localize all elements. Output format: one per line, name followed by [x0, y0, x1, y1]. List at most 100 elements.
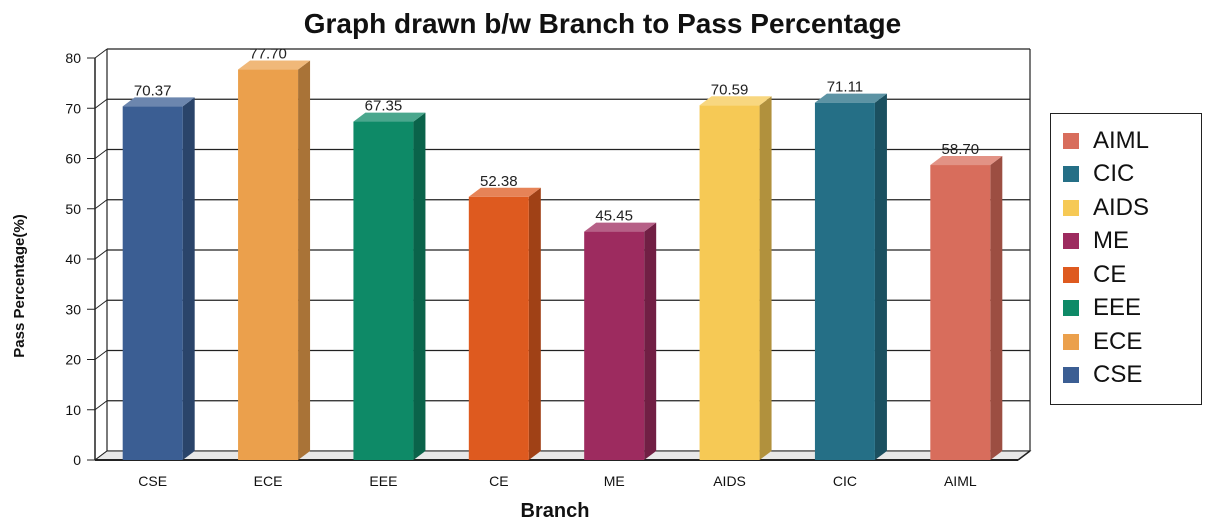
y-tick-label: 40: [65, 251, 81, 267]
legend-label: EEE: [1093, 294, 1142, 322]
bar-side: [759, 96, 772, 460]
bar-side: [874, 93, 887, 461]
bar-cse: [122, 97, 195, 460]
x-tick-label: ME: [604, 473, 625, 489]
bar-side: [413, 112, 426, 460]
bar-top: [122, 97, 195, 107]
legend-label: CE: [1093, 260, 1127, 288]
bar-top: [468, 187, 541, 197]
gridline-side: [94, 350, 108, 360]
data-label: 58.70: [942, 141, 980, 158]
y-tick-label: 50: [65, 201, 81, 217]
bar-eee: [353, 112, 426, 460]
legend-swatch: [1063, 266, 1079, 283]
y-tick-label: 20: [65, 352, 81, 368]
bar-side: [644, 222, 657, 460]
legend-item: ECE: [1051, 325, 1201, 359]
legend-label: CIC: [1093, 160, 1135, 188]
bar-top: [814, 93, 887, 103]
bar: [468, 196, 529, 460]
bar-layer: [122, 60, 1003, 461]
y-tick-label: 30: [65, 301, 81, 317]
bar-aids: [699, 96, 772, 460]
grid-layer: [94, 48, 1030, 461]
bar-top: [699, 96, 772, 106]
gridline-side: [94, 149, 108, 159]
x-axis-end: [1017, 450, 1031, 461]
bar-me: [584, 222, 657, 460]
legend-swatch: [1063, 233, 1079, 250]
bar: [353, 121, 414, 460]
legend-item: AIDS: [1051, 191, 1201, 225]
bar-cic: [814, 93, 887, 461]
gridline-side: [94, 199, 108, 210]
legend-label: CSE: [1093, 361, 1143, 389]
bar-side: [528, 187, 541, 460]
bar: [814, 102, 875, 461]
x-tick-label: EEE: [369, 473, 397, 489]
bar-side: [990, 156, 1003, 460]
y-tick-label: 60: [65, 151, 81, 167]
data-label: 71.11: [827, 79, 863, 96]
gridline-side: [94, 400, 108, 411]
x-tick-label: CSE: [138, 473, 167, 489]
gridline-side: [94, 48, 108, 59]
x-axis-title: Branch: [521, 500, 590, 522]
chart-title: Graph drawn b/w Branch to Pass Percentag…: [303, 8, 902, 39]
data-label: 45.45: [595, 208, 633, 225]
data-label: 67.35: [365, 98, 403, 115]
data-label: 52.38: [480, 173, 518, 190]
x-tick-label: CIC: [833, 473, 857, 489]
legend-swatch: [1063, 333, 1079, 350]
bar: [930, 165, 991, 460]
bar-top: [584, 222, 657, 232]
bar-side: [182, 97, 195, 460]
legend-label: ECE: [1093, 327, 1143, 355]
floor: [93, 450, 1032, 461]
data-label: 77.70: [249, 46, 287, 63]
bar-top: [238, 60, 311, 70]
y-tick-label: 80: [65, 50, 81, 66]
legend-item: CE: [1051, 258, 1201, 292]
bar-side: [298, 60, 311, 461]
data-label: 70.59: [711, 81, 749, 98]
legend-swatch: [1063, 199, 1079, 216]
bar-ece: [238, 60, 311, 461]
legend-label: ME: [1093, 227, 1129, 255]
legend-swatch: [1063, 132, 1079, 149]
x-tick-label: CE: [489, 473, 508, 489]
x-tick-label: AIDS: [713, 473, 746, 489]
x-tick-label: ECE: [254, 473, 283, 489]
legend-item: CIC: [1051, 158, 1201, 192]
gridline-side: [94, 299, 108, 310]
label-layer: 0 10 20 30 40 50 60 70 80 70.37 CSE 77.70 ECE 67.35 EE…: [65, 46, 979, 489]
axis-layer: [87, 49, 1032, 461]
legend-swatch: [1063, 367, 1079, 384]
legend-label: AIML: [1093, 126, 1150, 154]
legend-swatch: [1063, 166, 1079, 183]
y-tick-label: 70: [65, 100, 81, 116]
x-tick-label: AIML: [944, 473, 977, 489]
bar: [122, 106, 183, 460]
bar-top: [930, 156, 1003, 166]
chart-legend: AIML CIC AIDS ME CE EEE ECE CSE: [1050, 113, 1202, 405]
gridline-side: [94, 98, 108, 109]
bar: [238, 69, 299, 461]
bar-top: [353, 112, 426, 122]
legend-swatch: [1063, 300, 1079, 317]
legend-item: ME: [1051, 225, 1201, 259]
legend-item: CSE: [1051, 359, 1201, 393]
bar-ce: [468, 187, 541, 460]
bar: [584, 231, 645, 460]
gridline-side: [94, 249, 108, 260]
legend-label: AIDS: [1093, 193, 1150, 221]
legend-item: AIML: [1051, 124, 1201, 158]
legend-item: EEE: [1051, 292, 1201, 326]
data-label: 70.37: [134, 82, 172, 99]
y-axis-title: Pass Percentage(%): [11, 214, 28, 357]
bar-aiml: [930, 156, 1003, 460]
bar: [699, 105, 760, 460]
y-tick-label: 10: [65, 402, 81, 418]
y-tick-label: 0: [73, 452, 81, 468]
